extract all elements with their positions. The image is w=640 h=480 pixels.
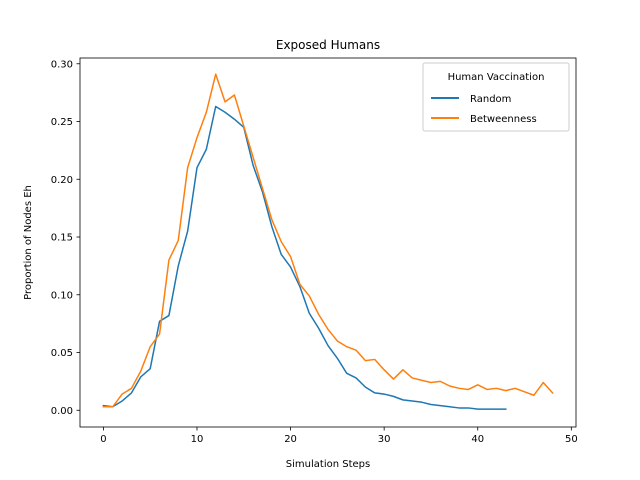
y-tick-label: 0.10 (51, 290, 73, 301)
series-line-random (102, 105, 507, 410)
plot-frame (79, 57, 577, 428)
x-axis-title: Simulation Steps (286, 459, 370, 470)
y-tick-label: 0.20 (51, 175, 73, 186)
x-tick-label: 50 (565, 434, 578, 445)
legend-box (422, 62, 570, 132)
x-axis: 0 10 20 30 40 50 (100, 427, 578, 445)
x-tick-label: 30 (378, 434, 391, 445)
x-tick-label: 0 (100, 434, 106, 445)
x-tick-label: 10 (191, 434, 204, 445)
x-tick-label: 20 (284, 434, 297, 445)
series-line-betweenness (102, 73, 554, 408)
series-layer (102, 73, 554, 410)
y-tick-label: 0.00 (51, 406, 73, 417)
x-tick-label: 40 (471, 434, 484, 445)
chart-title: Exposed Humans (276, 38, 380, 52)
y-axis-title: Proportion of Nodes Eh (23, 185, 34, 300)
y-tick-label: 0.25 (51, 117, 73, 128)
y-tick-label: 0.05 (51, 348, 73, 359)
legend-label-betweenness: Betweenness (470, 114, 537, 125)
legend-label-random: Random (470, 94, 511, 105)
legend: Human Vaccination Random Betweenness (422, 62, 570, 132)
y-tick-label: 0.30 (51, 59, 73, 70)
y-axis: 0.00 0.05 0.10 0.15 0.20 0.25 0.30 (51, 59, 80, 417)
legend-title: Human Vaccination (448, 72, 545, 83)
y-tick-label: 0.15 (51, 233, 73, 244)
